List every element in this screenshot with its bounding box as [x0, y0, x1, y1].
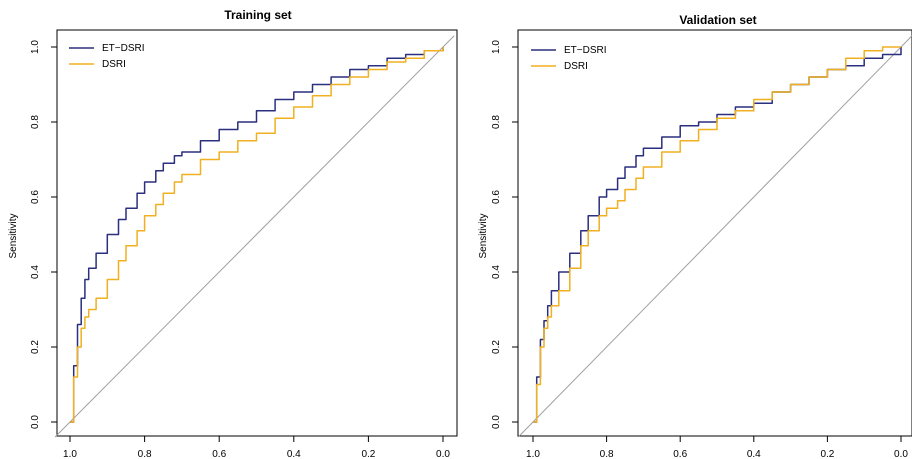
validation-legend-label-et-dsri: ET−DSRI — [564, 45, 607, 56]
training-y-axis-label: Sensitivity — [8, 213, 19, 258]
training-reference-diagonal — [54, 35, 455, 438]
validation-y-tick-label: 0.4 — [491, 265, 502, 279]
validation-y-tick-label: 0.8 — [491, 115, 502, 129]
training-y-tick-label: 0.4 — [30, 265, 41, 279]
validation-x-tick-label: 0.4 — [747, 449, 761, 459]
validation-legend-label-dsri: DSRI — [564, 61, 588, 72]
training-y-tick-label: 0.6 — [30, 190, 41, 204]
training-x-tick-label: 0.8 — [138, 449, 152, 459]
training-y-tick-label: 0.2 — [30, 340, 41, 354]
training-x-tick-label: 0.2 — [361, 449, 375, 459]
training-diagonal-line — [54, 35, 455, 438]
training-roc-panel: Training set Sensitivity 1.0 0.8 0.6 0.4 0.2… — [8, 8, 458, 459]
training-x-tick-label: 0.0 — [436, 449, 450, 459]
validation-roc-panel: Validation set Sensitivity 1.0 0.8 0.6 0.4 0… — [478, 13, 912, 459]
validation-x-axis: 1.0 0.8 0.6 0.4 0.2 0.0 — [526, 435, 908, 459]
validation-diagonal-line — [517, 35, 912, 438]
validation-y-axis-label: Sensitivity — [478, 213, 489, 258]
training-legend-label-et-dsri: ET−DSRI — [102, 43, 145, 54]
training-x-tick-label: 1.0 — [63, 449, 77, 459]
validation-panel-title: Validation set — [679, 13, 756, 27]
training-y-tick-label: 1.0 — [30, 40, 41, 54]
validation-series-dsri-line — [533, 46, 901, 423]
validation-reference-diagonal — [517, 35, 912, 438]
validation-x-tick-label: 0.8 — [600, 449, 614, 459]
validation-x-tick-label: 0.0 — [894, 449, 908, 459]
validation-legend: ET−DSRI DSRI — [531, 45, 607, 72]
validation-series-layer — [533, 46, 902, 423]
training-series-layer — [70, 47, 444, 423]
training-x-axis: 1.0 0.8 0.6 0.4 0.2 0.0 — [63, 435, 450, 459]
validation-y-tick-label: 0.0 — [491, 415, 502, 429]
training-x-tick-label: 0.4 — [287, 449, 301, 459]
training-series-et-dsri-line — [70, 47, 444, 423]
training-x-tick-label: 0.6 — [212, 449, 226, 459]
training-legend-label-dsri: DSRI — [102, 59, 126, 70]
validation-y-tick-label: 0.6 — [491, 190, 502, 204]
training-series-dsri-line — [70, 47, 444, 423]
validation-plot-frame — [517, 29, 912, 437]
training-panel-title: Training set — [224, 8, 291, 22]
validation-y-axis: 0.0 0.2 0.4 0.6 0.8 1.0 — [491, 40, 519, 429]
validation-y-tick-label: 1.0 — [491, 40, 502, 54]
training-y-tick-label: 0.0 — [30, 415, 41, 429]
training-legend: ET−DSRI DSRI — [69, 43, 145, 70]
validation-x-tick-label: 0.2 — [820, 449, 834, 459]
validation-y-tick-label: 0.2 — [491, 340, 502, 354]
validation-x-tick-label: 0.6 — [673, 449, 687, 459]
training-y-axis: 0.0 0.2 0.4 0.6 0.8 1.0 — [30, 40, 58, 429]
training-y-tick-label: 0.8 — [30, 115, 41, 129]
validation-x-tick-label: 1.0 — [526, 449, 540, 459]
